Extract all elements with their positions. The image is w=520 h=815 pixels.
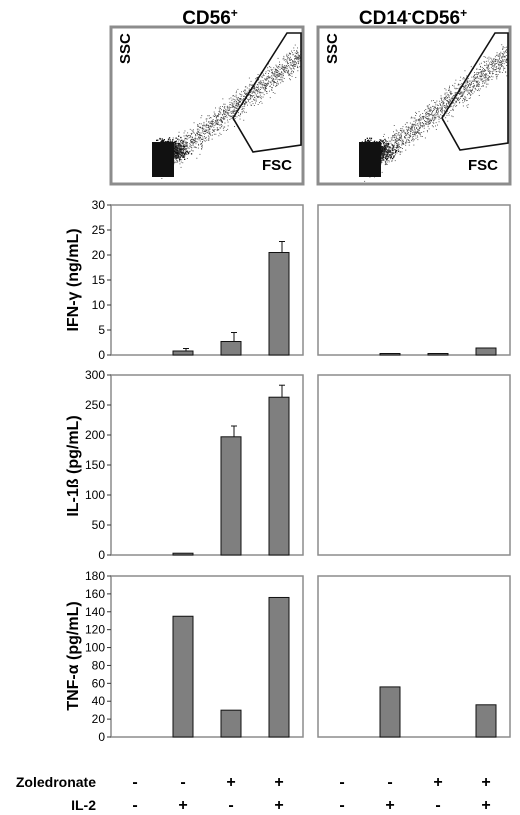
y-tick-label: 300 xyxy=(85,368,105,382)
condition-sign: + xyxy=(385,797,394,814)
y-tick-label: 0 xyxy=(98,348,105,362)
bar xyxy=(268,396,290,556)
bar xyxy=(475,704,497,738)
bar-chart-panel: 0 20 40 60 80 100 120 140 160 180 xyxy=(85,569,304,744)
flow-plot-frame xyxy=(316,25,512,186)
y-axis-label-ifn: IFN-γ (ng/mL) xyxy=(65,228,82,331)
bar-chart-panel: 0 5 10 15 20 25 30 xyxy=(92,198,304,362)
bar xyxy=(475,347,497,356)
condition-sign: + xyxy=(178,797,187,814)
bar xyxy=(220,709,242,738)
condition-sign: + xyxy=(274,774,283,791)
condition-sign: - xyxy=(387,774,392,791)
bar xyxy=(379,353,401,356)
y-tick-label: 140 xyxy=(85,605,105,619)
dense-cell-cluster xyxy=(359,142,381,177)
y-tick-label: 50 xyxy=(92,518,106,532)
y-tick-label: 200 xyxy=(85,428,105,442)
condition-signs: - - + + - - + + - + - + - + - + xyxy=(132,774,490,814)
y-axis-label-il1b: IL-1ß (pg/mL) xyxy=(65,415,82,516)
y-tick-label: 160 xyxy=(85,587,105,601)
bar xyxy=(172,350,194,356)
y-tick-label: 10 xyxy=(92,298,106,312)
y-tick-label: 100 xyxy=(85,641,105,655)
condition-sign: - xyxy=(180,774,185,791)
bar-chart-panel xyxy=(317,204,511,356)
gate-polygon xyxy=(441,32,509,151)
column-title-cd14-cd56: CD14-CD56+ xyxy=(359,6,467,29)
bar-chart-panel xyxy=(317,575,511,738)
y-tick-label: 5 xyxy=(98,323,105,337)
plot-frame xyxy=(317,374,511,556)
bar xyxy=(220,341,242,356)
condition-sign: + xyxy=(481,797,490,814)
plot-frame xyxy=(317,204,511,356)
y-tick-label: 60 xyxy=(92,676,106,690)
condition-sign: - xyxy=(435,797,440,814)
y-tick-label: 180 xyxy=(85,569,105,583)
fsc-label: FSC xyxy=(262,157,292,174)
bar xyxy=(220,436,242,556)
bar-chart-panel: 0 50 100 150 200 250 300 xyxy=(85,368,304,562)
bar xyxy=(268,596,290,738)
bar-charts: 0510152025300501001502002503000204060801… xyxy=(85,198,511,744)
gate-polygon xyxy=(232,32,302,153)
y-tick-label: 0 xyxy=(98,548,105,562)
condition-sign: - xyxy=(339,797,344,814)
y-tick-label: 120 xyxy=(85,623,105,637)
condition-sign: + xyxy=(433,774,442,791)
bar-chart-panel xyxy=(317,374,511,556)
bar xyxy=(379,686,401,738)
dense-cell-cluster xyxy=(152,142,174,177)
y-axis-label-tnf: TNF-α (pg/mL) xyxy=(65,601,82,710)
y-tick-label: 25 xyxy=(92,223,106,237)
bar xyxy=(172,552,194,556)
fsc-label: FSC xyxy=(468,157,498,174)
bar xyxy=(427,353,449,356)
condition-label-zoledronate: Zoledronate xyxy=(16,774,96,790)
condition-sign: + xyxy=(274,797,283,814)
column-title-cd56: CD56+ xyxy=(182,6,238,29)
y-tick-label: 40 xyxy=(92,694,106,708)
y-tick-label: 20 xyxy=(92,712,106,726)
condition-sign: - xyxy=(228,797,233,814)
bar xyxy=(268,252,290,356)
flow-plot-cd56: SSC FSC xyxy=(109,25,305,186)
condition-sign: + xyxy=(226,774,235,791)
ssc-label: SSC xyxy=(324,33,341,64)
y-tick-label: 0 xyxy=(98,730,105,744)
bar xyxy=(172,615,194,738)
y-tick-label: 80 xyxy=(92,658,106,672)
condition-sign: - xyxy=(132,797,137,814)
y-tick-label: 15 xyxy=(92,273,106,287)
scatter-dots xyxy=(359,44,509,182)
y-tick-label: 30 xyxy=(92,198,106,212)
y-tick-label: 20 xyxy=(92,248,106,262)
y-tick-label: 100 xyxy=(85,488,105,502)
condition-sign: + xyxy=(481,774,490,791)
condition-sign: - xyxy=(339,774,344,791)
flow-plot-frame xyxy=(109,25,305,186)
scatter-dots xyxy=(152,44,302,179)
y-tick-label: 150 xyxy=(85,458,105,472)
ssc-label: SSC xyxy=(117,33,134,64)
condition-label-il2: IL-2 xyxy=(71,797,96,813)
condition-sign: - xyxy=(132,774,137,791)
y-tick-label: 250 xyxy=(85,398,105,412)
flow-plot-cd14-cd56: SSC FSC xyxy=(316,25,512,186)
